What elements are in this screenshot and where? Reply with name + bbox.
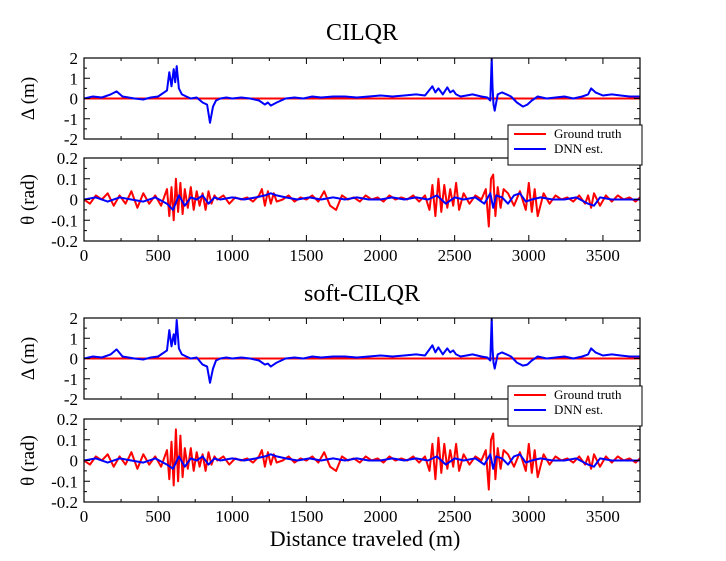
- legend-label: DNN est.: [554, 402, 603, 417]
- y-axis-label: θ (rad): [18, 435, 39, 486]
- series-line-dnn-est: [84, 453, 640, 470]
- x-tick-label: 0: [80, 507, 89, 526]
- x-tick-label: 0: [80, 246, 89, 265]
- y-tick-label: -1: [64, 370, 78, 389]
- y-axis-label: θ (rad): [18, 174, 39, 225]
- y-tick-label: -2: [64, 390, 78, 409]
- y-tick-label: 1: [70, 69, 79, 88]
- y-tick-label: -0.1: [51, 472, 78, 491]
- y-tick-label: -0.2: [51, 232, 78, 251]
- x-tick-label: 500: [145, 246, 171, 265]
- y-tick-label: 1: [70, 329, 79, 348]
- x-tick-label: 3500: [586, 507, 620, 526]
- x-axis-label: Distance traveled (m): [270, 526, 461, 551]
- legend-box: [507, 385, 643, 427]
- y-tick-label: 0.1: [57, 431, 78, 450]
- y-tick-label: 0.2: [57, 149, 78, 168]
- x-tick-label: 2000: [364, 507, 398, 526]
- series-line-ground-truth: [84, 173, 640, 228]
- legend-label: Ground truth: [554, 126, 622, 141]
- y-tick-label: -2: [64, 130, 78, 149]
- x-tick-label: 2000: [364, 246, 398, 265]
- legend-label: Ground truth: [554, 387, 622, 402]
- panel-0-1: -0.2 -0.10 0.1 0.2 0 500 1000 1500 2000 2500 3000 3…: [18, 149, 641, 265]
- y-tick-label: 0: [70, 90, 79, 109]
- y-tick-label: 0: [70, 452, 79, 471]
- x-tick-label: 3000: [512, 507, 546, 526]
- y-tick-label: 0: [70, 191, 79, 210]
- y-tick-label: 2: [70, 49, 79, 68]
- y-axis-label: Δ (m): [18, 337, 39, 380]
- y-axis-label: Δ (m): [18, 77, 39, 120]
- x-tick-label: 1000: [215, 507, 249, 526]
- x-tick-label: 1500: [289, 507, 323, 526]
- y-tick-label: 0.2: [57, 410, 78, 429]
- y-tick-label: 0: [70, 350, 79, 369]
- x-tick-label: 2500: [438, 246, 472, 265]
- panel-1-1: -0.2 -0.10 0.1 0.2 0 500 1000 1500 2000 2500 3000 3…: [18, 410, 641, 526]
- series-line-dnn-est: [84, 192, 640, 211]
- panel-0-0: -2-10 12 Δ (m): [18, 49, 641, 149]
- y-tick-label: -1: [64, 110, 78, 129]
- x-tick-label: 500: [145, 507, 171, 526]
- series-line-dnn-est: [84, 318, 640, 384]
- x-tick-label: 3000: [512, 246, 546, 265]
- series-line-dnn-est: [84, 58, 640, 124]
- legend-label: DNN est.: [554, 141, 603, 156]
- y-tick-label: 0.1: [57, 170, 78, 189]
- legend-box: [507, 124, 643, 166]
- x-tick-label: 3500: [586, 246, 620, 265]
- y-tick-label: -0.2: [51, 493, 78, 512]
- chart-title: CILQR: [326, 20, 398, 46]
- x-tick-label: 1500: [289, 246, 323, 265]
- chart-title: soft-CILQR: [304, 281, 420, 307]
- x-tick-label: 1000: [215, 246, 249, 265]
- y-tick-label: 2: [70, 309, 79, 328]
- x-tick-label: 2500: [438, 507, 472, 526]
- y-tick-label: -0.1: [51, 211, 78, 230]
